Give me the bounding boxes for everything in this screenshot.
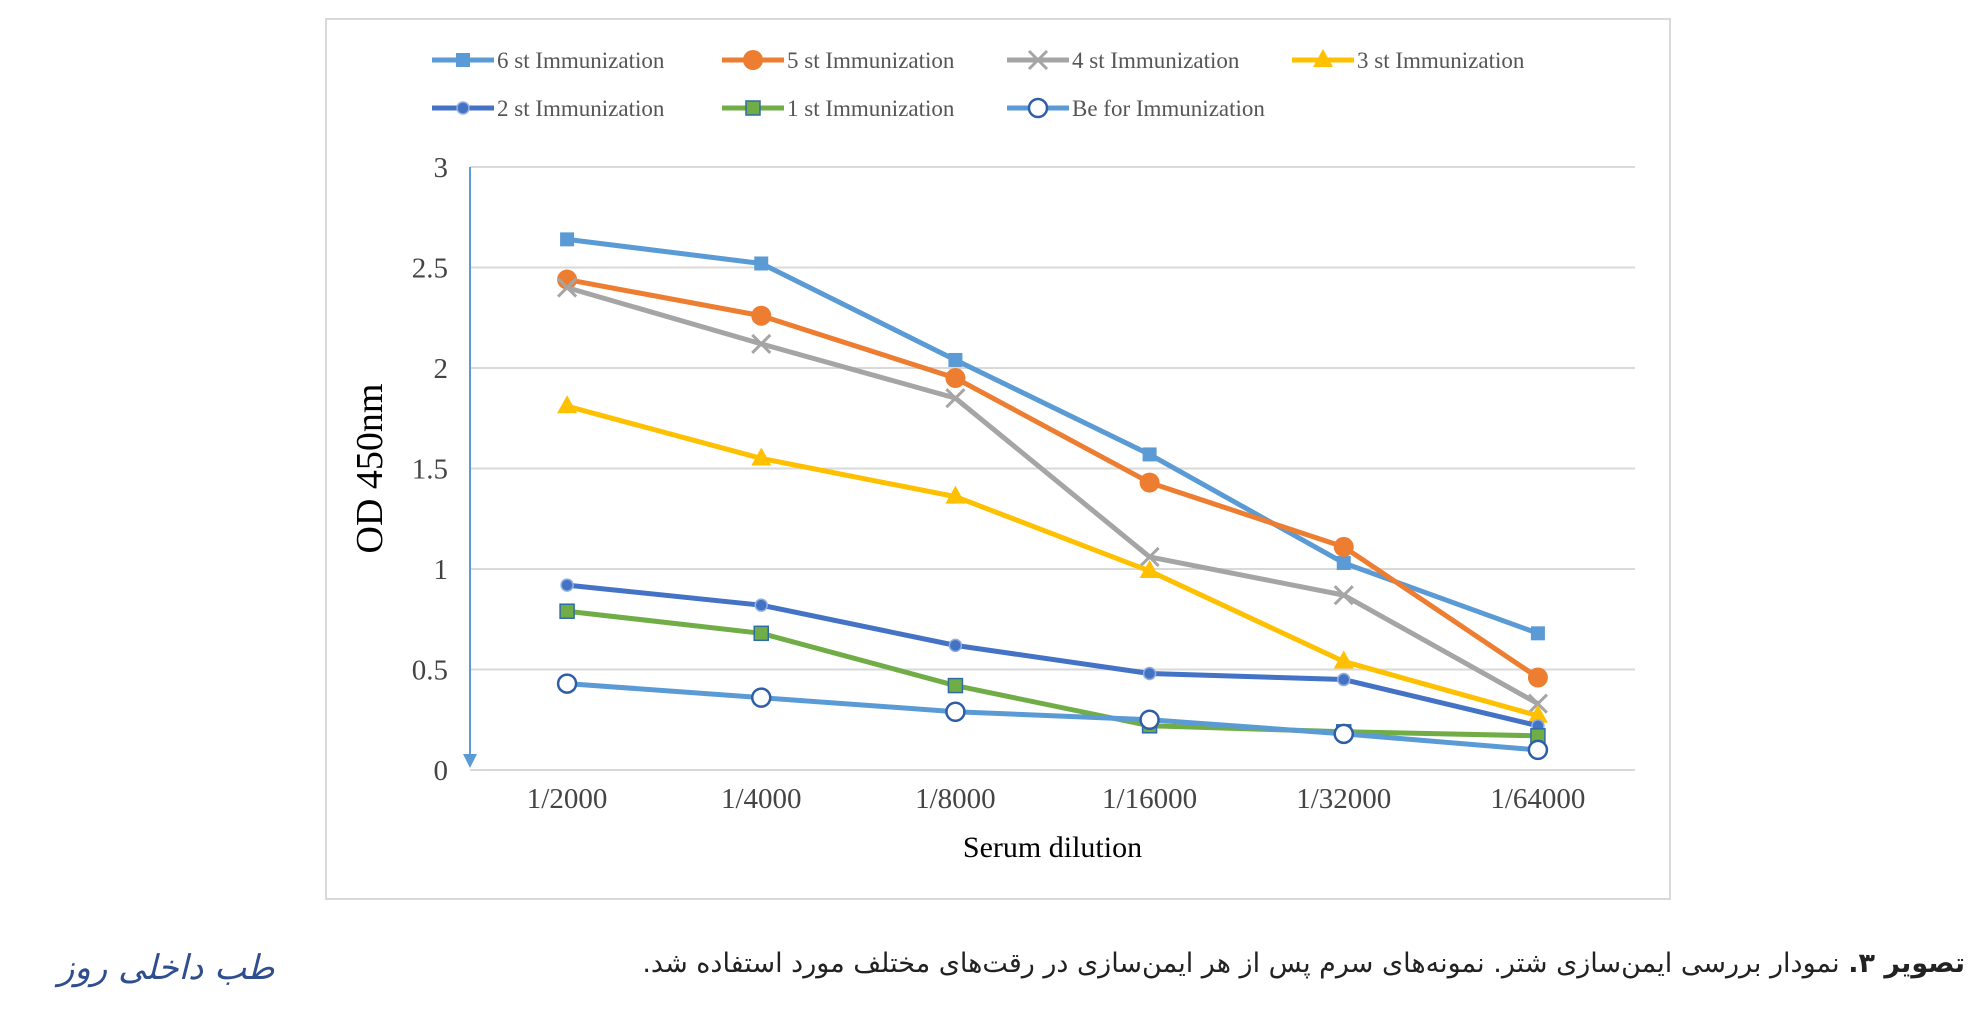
data-point bbox=[1139, 709, 1160, 730]
line-chart: 6 st Immunization 5 st Immunization 4 st I… bbox=[349, 48, 1635, 864]
legend-label: 3 st Immunization bbox=[1357, 48, 1525, 73]
data-point bbox=[945, 701, 966, 722]
series-5 bbox=[560, 578, 1545, 733]
data-point bbox=[1527, 739, 1549, 761]
data-point bbox=[751, 687, 772, 708]
legend-marker bbox=[743, 50, 763, 70]
data-point bbox=[557, 277, 578, 298]
data-point bbox=[754, 598, 768, 612]
series-2 bbox=[557, 269, 1548, 688]
x-tick-label: 1/16000 bbox=[1102, 783, 1197, 815]
legend-marker bbox=[1027, 97, 1049, 119]
legend-item: 3 st Immunization bbox=[1292, 48, 1525, 73]
chart-frame: 6 st Immunization 5 st Immunization 4 st I… bbox=[325, 18, 1671, 900]
x-tick-label: 1/64000 bbox=[1490, 783, 1585, 815]
series-7 bbox=[556, 673, 1549, 761]
x-tick-label: 1/2000 bbox=[527, 783, 608, 815]
series-line bbox=[566, 236, 1539, 636]
x-tick-label: 1/8000 bbox=[915, 783, 996, 815]
data-point bbox=[1527, 704, 1548, 723]
data-point bbox=[945, 388, 966, 409]
series-3 bbox=[557, 277, 1548, 714]
x-axis-label: Serum dilution bbox=[963, 831, 1142, 864]
figure-caption: تصویر ۳. نمودار بررسی ایمن‌سازی شتر. نمو… bbox=[465, 948, 1965, 979]
series-4 bbox=[557, 395, 1548, 723]
series-line bbox=[566, 608, 1538, 739]
journal-logo: طب داخلی روز bbox=[58, 948, 275, 988]
data-point bbox=[560, 578, 574, 592]
series-line bbox=[566, 681, 1539, 753]
data-point bbox=[1139, 472, 1160, 493]
x-tick-label: 1/32000 bbox=[1296, 783, 1391, 815]
data-point bbox=[1333, 723, 1354, 745]
legend-label: 2 st Immunization bbox=[497, 96, 665, 121]
data-point bbox=[556, 673, 578, 694]
data-point bbox=[1333, 650, 1354, 669]
legend-item: 4 st Immunization bbox=[1007, 48, 1240, 73]
data-point bbox=[948, 352, 963, 367]
legend-item: Be for Immunization bbox=[1007, 96, 1265, 121]
y-tick-label: 1.5 bbox=[412, 454, 448, 486]
legend-marker bbox=[456, 53, 470, 67]
legend-label: 1 st Immunization bbox=[787, 96, 955, 121]
data-point bbox=[1333, 585, 1354, 606]
data-point bbox=[751, 305, 772, 326]
y-axis-label: OD 450nm bbox=[349, 384, 391, 554]
legend-label: 5 st Immunization bbox=[787, 48, 955, 73]
data-point bbox=[947, 677, 964, 694]
legend-item: 2 st Immunization bbox=[432, 96, 665, 121]
legend-marker bbox=[1027, 49, 1049, 71]
data-point bbox=[754, 256, 769, 271]
data-point bbox=[1139, 560, 1160, 579]
y-tick-label: 3 bbox=[434, 152, 449, 184]
data-point bbox=[751, 333, 772, 354]
data-point bbox=[948, 638, 963, 653]
legend-label: Be for Immunization bbox=[1072, 96, 1265, 121]
y-tick-label: 0 bbox=[434, 755, 449, 787]
series-line bbox=[566, 403, 1539, 719]
data-point bbox=[1337, 672, 1351, 687]
data-point bbox=[1527, 693, 1548, 714]
caption-text: نمودار بررسی ایمن‌سازی شتر. نمونه‌های سر… bbox=[642, 948, 1849, 979]
legend-marker bbox=[745, 100, 761, 116]
legend-item: 6 st Immunization bbox=[432, 48, 665, 73]
y-tick-label: 1 bbox=[434, 554, 449, 586]
data-point bbox=[1527, 667, 1548, 688]
data-point bbox=[751, 447, 772, 466]
series-1 bbox=[560, 232, 1545, 641]
data-point bbox=[945, 485, 966, 504]
legend-marker bbox=[1313, 49, 1333, 67]
series-line bbox=[566, 277, 1540, 680]
data-point bbox=[1333, 536, 1354, 557]
series-lines bbox=[556, 232, 1549, 761]
data-point bbox=[1530, 626, 1545, 641]
legend-item: 5 st Immunization bbox=[722, 48, 955, 73]
legend-item: 1 st Immunization bbox=[722, 96, 955, 121]
series-line bbox=[566, 582, 1539, 729]
x-tick-label: 1/4000 bbox=[721, 783, 802, 815]
data-point bbox=[1142, 666, 1157, 681]
data-point bbox=[1139, 546, 1160, 568]
data-point bbox=[560, 232, 575, 247]
y-tick-label: 2.5 bbox=[412, 253, 448, 285]
caption-label: تصویر ۳. bbox=[1848, 948, 1965, 979]
data-point bbox=[945, 368, 966, 389]
data-point bbox=[1336, 555, 1351, 570]
legend: 6 st Immunization 5 st Immunization 4 st I… bbox=[432, 48, 1525, 121]
gridlines: 0 0.5 1 1.5 2 2.5 3 bbox=[412, 152, 1635, 787]
y-tick-label: 2 bbox=[434, 353, 449, 385]
series-line bbox=[566, 285, 1540, 706]
legend-label: 6 st Immunization bbox=[497, 48, 665, 73]
legend-marker bbox=[456, 101, 470, 115]
data-point bbox=[557, 395, 578, 414]
legend-label: 4 st Immunization bbox=[1072, 48, 1240, 73]
data-point bbox=[753, 625, 769, 642]
y-axis-arrow bbox=[463, 754, 477, 768]
axes: 1/2000 1/4000 1/8000 1/16000 1/32000 1/64000 bbox=[463, 167, 1585, 815]
data-point bbox=[1142, 447, 1157, 462]
y-tick-label: 0.5 bbox=[412, 655, 448, 687]
data-point bbox=[559, 603, 575, 619]
